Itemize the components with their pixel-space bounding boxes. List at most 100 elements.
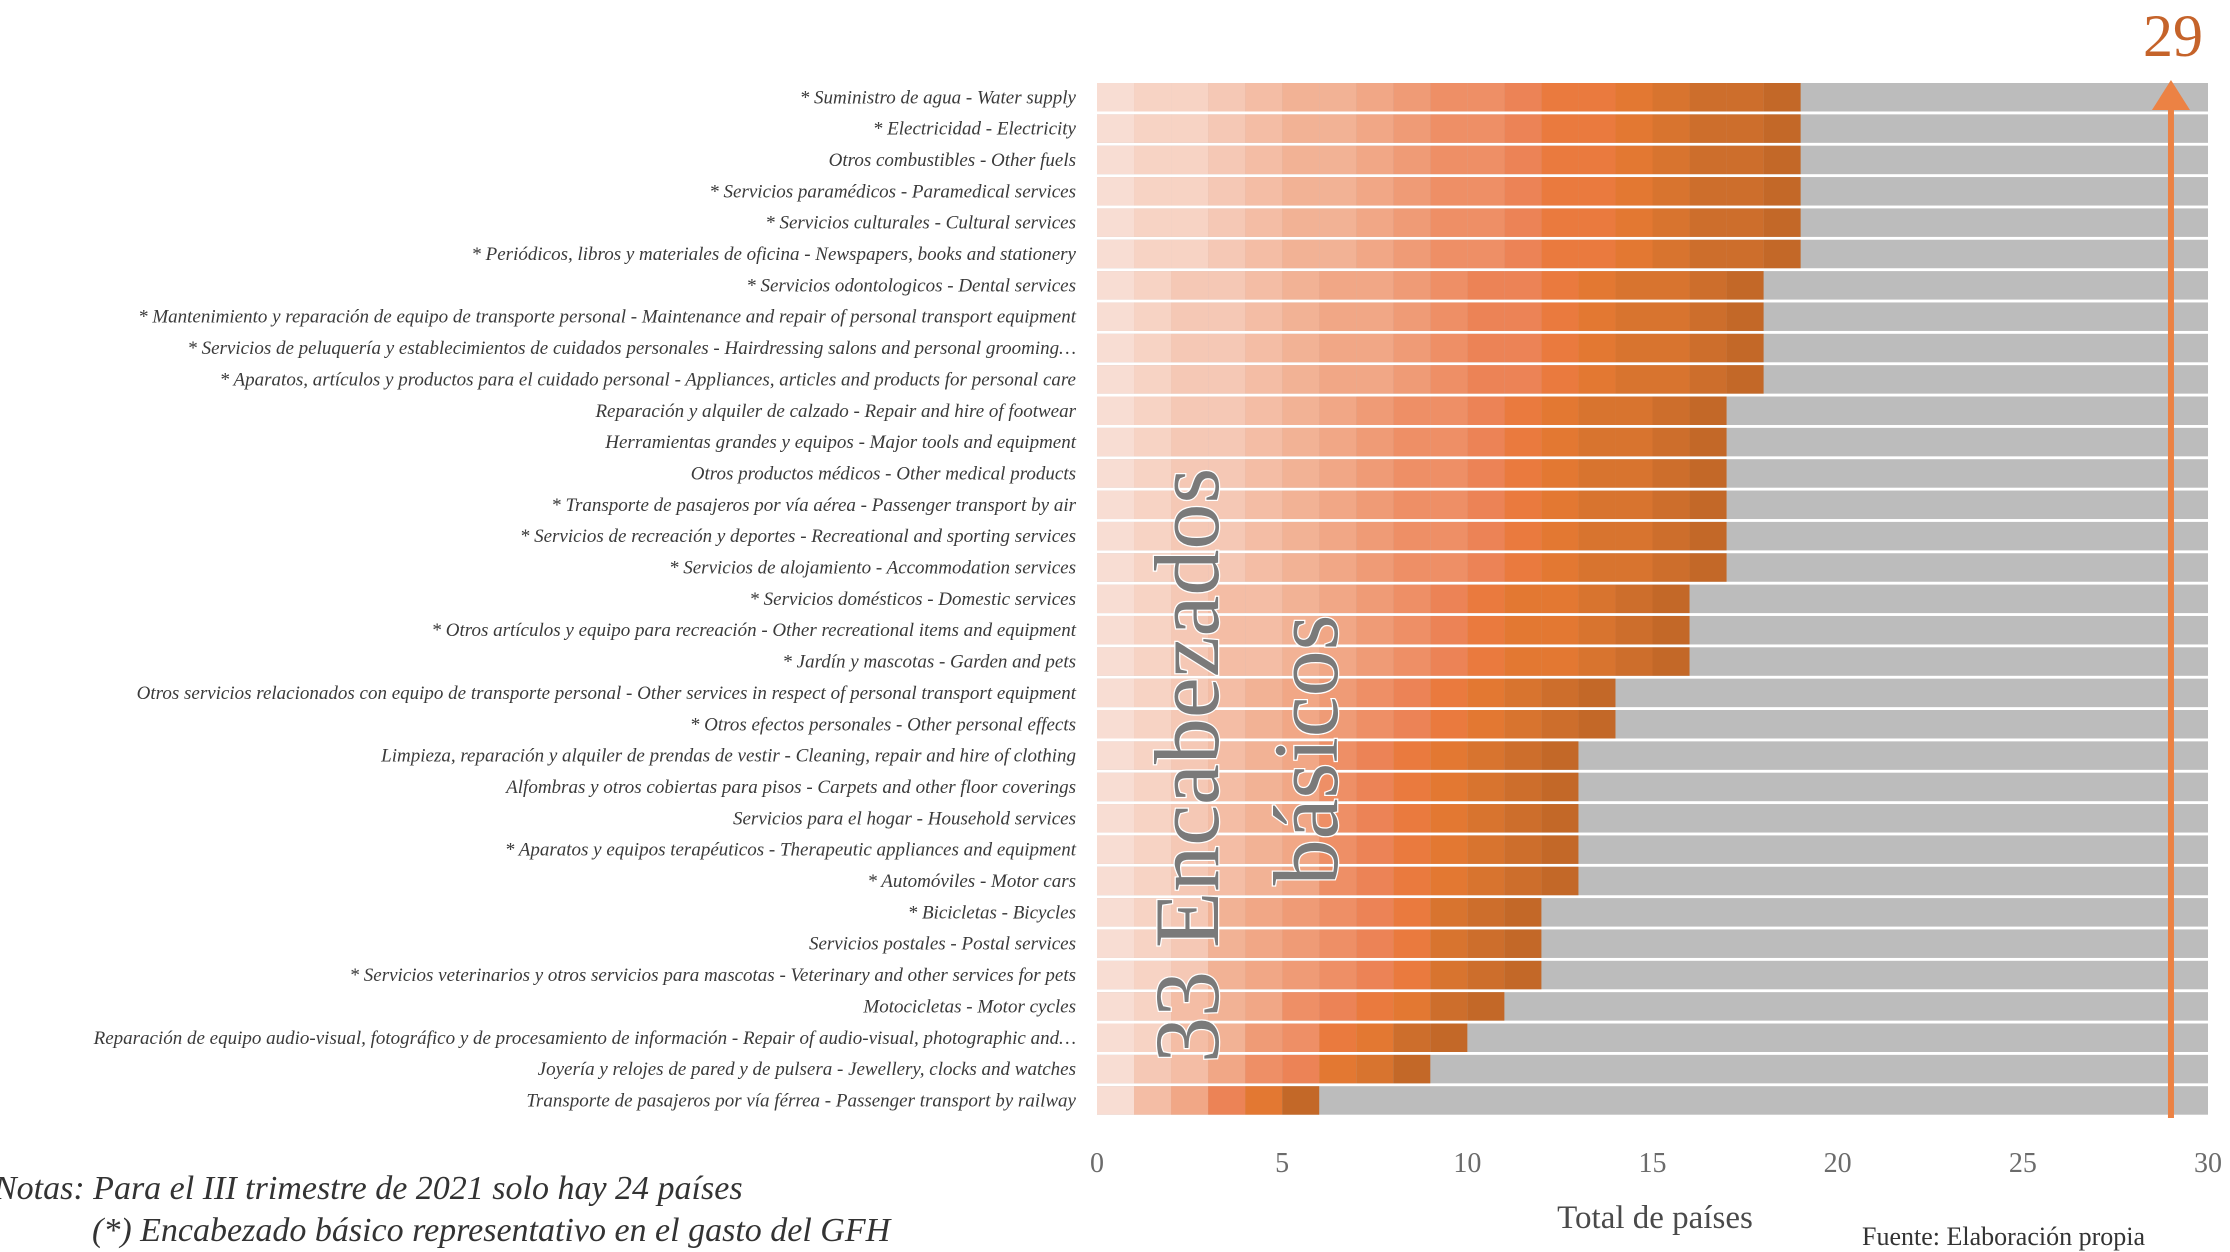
- category-label: Servicios postales - Postal services: [809, 934, 1076, 955]
- bar-segment: [1393, 302, 1431, 331]
- bar-segment: [1097, 866, 1135, 896]
- category-label: Otros productos médicos - Other medical …: [691, 463, 1076, 484]
- bar-segment: [1467, 992, 1505, 1021]
- bar-segment: [1319, 490, 1357, 520]
- category-label: * Otros efectos personales - Other perso…: [690, 714, 1076, 735]
- bar-segment: [1615, 584, 1653, 614]
- bar-segment: [1430, 835, 1468, 864]
- bar-segment: [1541, 177, 1579, 206]
- bar-segment: [1356, 678, 1394, 708]
- bar-segment: [1171, 83, 1209, 112]
- bar-segment: [1541, 239, 1579, 269]
- bar-segment: [1356, 615, 1394, 645]
- category-labels: * Suministro de agua - Water supply * Ele…: [93, 87, 1077, 1111]
- bar-segment: [1430, 521, 1468, 551]
- bar-segment: [1504, 459, 1542, 488]
- bar-segment: [1171, 208, 1209, 237]
- bar-segment: [1282, 647, 1320, 676]
- bar-segment: [1689, 333, 1727, 363]
- bar-segment: [1430, 741, 1468, 770]
- bar-segment: [1134, 772, 1172, 802]
- bar-segment: [1467, 271, 1505, 300]
- category-label: * Servicios de peluquería y establecimie…: [187, 338, 1076, 359]
- bar-segment: [1319, 114, 1357, 143]
- bar-segment: [1393, 553, 1431, 582]
- bar-segment: [1097, 647, 1135, 676]
- bar-segment: [1652, 647, 1690, 676]
- bar-segment: [1726, 333, 1764, 363]
- bar-segment: [1171, 678, 1209, 708]
- bar-segment: [1171, 866, 1209, 896]
- bar-segment: [1245, 584, 1283, 614]
- bar-segment: [1208, 114, 1246, 143]
- max-value-label: 29: [2143, 3, 2203, 69]
- bar-segment: [1171, 804, 1209, 833]
- bar-segment: [1282, 835, 1320, 864]
- bar-segment: [1208, 459, 1246, 488]
- bar-segment: [1282, 427, 1320, 457]
- bar-segment: [1245, 929, 1283, 958]
- bar-segment: [1393, 333, 1431, 363]
- bar-segment: [1245, 396, 1283, 425]
- bar-segment: [1319, 333, 1357, 363]
- bar-segment: [1430, 302, 1468, 331]
- bar-segment: [1171, 647, 1209, 676]
- bar-segment: [1615, 647, 1653, 676]
- bar-segment: [1541, 145, 1579, 175]
- bar-segment: [1097, 898, 1135, 927]
- bar-segment: [1134, 302, 1172, 331]
- category-label: * Servicios de alojamiento - Accommodati…: [669, 558, 1076, 579]
- bar-segment: [1134, 1086, 1172, 1115]
- bar-segment: [1319, 1023, 1357, 1052]
- bar-segment: [1393, 1023, 1431, 1052]
- bar-segment: [1245, 710, 1283, 739]
- bar-segment: [1541, 427, 1579, 457]
- bar-segment: [1504, 302, 1542, 331]
- bar-segment: [1171, 1023, 1209, 1052]
- x-axis-ticks: 0 5 10 15 20 25 30: [1090, 1148, 2222, 1179]
- bar-segment: [1097, 114, 1135, 143]
- bar-segment: [1393, 960, 1431, 990]
- bar-segment: [1504, 804, 1542, 833]
- bar-segment: [1578, 647, 1616, 676]
- bar-segment: [1097, 835, 1135, 864]
- bar-segment: [1171, 333, 1209, 363]
- bar-segment: [1171, 584, 1209, 614]
- bar-segment: [1578, 145, 1616, 175]
- bar-segment: [1208, 177, 1246, 206]
- bar-segment: [1171, 929, 1209, 958]
- bar-segment: [1467, 741, 1505, 770]
- bar-segment: [1134, 145, 1172, 175]
- bar-segment: [1504, 114, 1542, 143]
- bar-segment: [1208, 678, 1246, 708]
- bar-segment: [1541, 208, 1579, 237]
- bar-segment: [1504, 553, 1542, 582]
- bar-segment: [1689, 365, 1727, 394]
- bar-segment: [1393, 365, 1431, 394]
- bar-segment: [1319, 208, 1357, 237]
- bar-segment: [1282, 114, 1320, 143]
- bar-segment: [1245, 741, 1283, 770]
- category-label: * Servicios veterinarios y otros servici…: [350, 965, 1076, 986]
- bar-segment: [1171, 772, 1209, 802]
- bar-segment: [1245, 804, 1283, 833]
- bar-segment: [1097, 177, 1135, 206]
- bar-segment: [1689, 302, 1727, 331]
- bar-segment: [1652, 459, 1690, 488]
- category-label: * Mantenimiento y reparación de equipo d…: [138, 307, 1077, 328]
- bar-segment: [1097, 333, 1135, 363]
- bar-segment: [1615, 83, 1653, 112]
- bar-segment: [1319, 521, 1357, 551]
- bar-segment: [1430, 396, 1468, 425]
- bar-segment: [1282, 271, 1320, 300]
- category-label: Reparación y alquiler de calzado - Repai…: [594, 401, 1076, 422]
- bar-segment: [1763, 208, 1801, 237]
- bar-segment: [1097, 804, 1135, 833]
- bar-segment: [1097, 741, 1135, 770]
- bar-segment: [1171, 553, 1209, 582]
- bar-segment: [1245, 678, 1283, 708]
- bar-segment: [1208, 553, 1246, 582]
- bar-segment: [1393, 584, 1431, 614]
- bar-segment: [1504, 333, 1542, 363]
- bar-segment: [1652, 396, 1690, 425]
